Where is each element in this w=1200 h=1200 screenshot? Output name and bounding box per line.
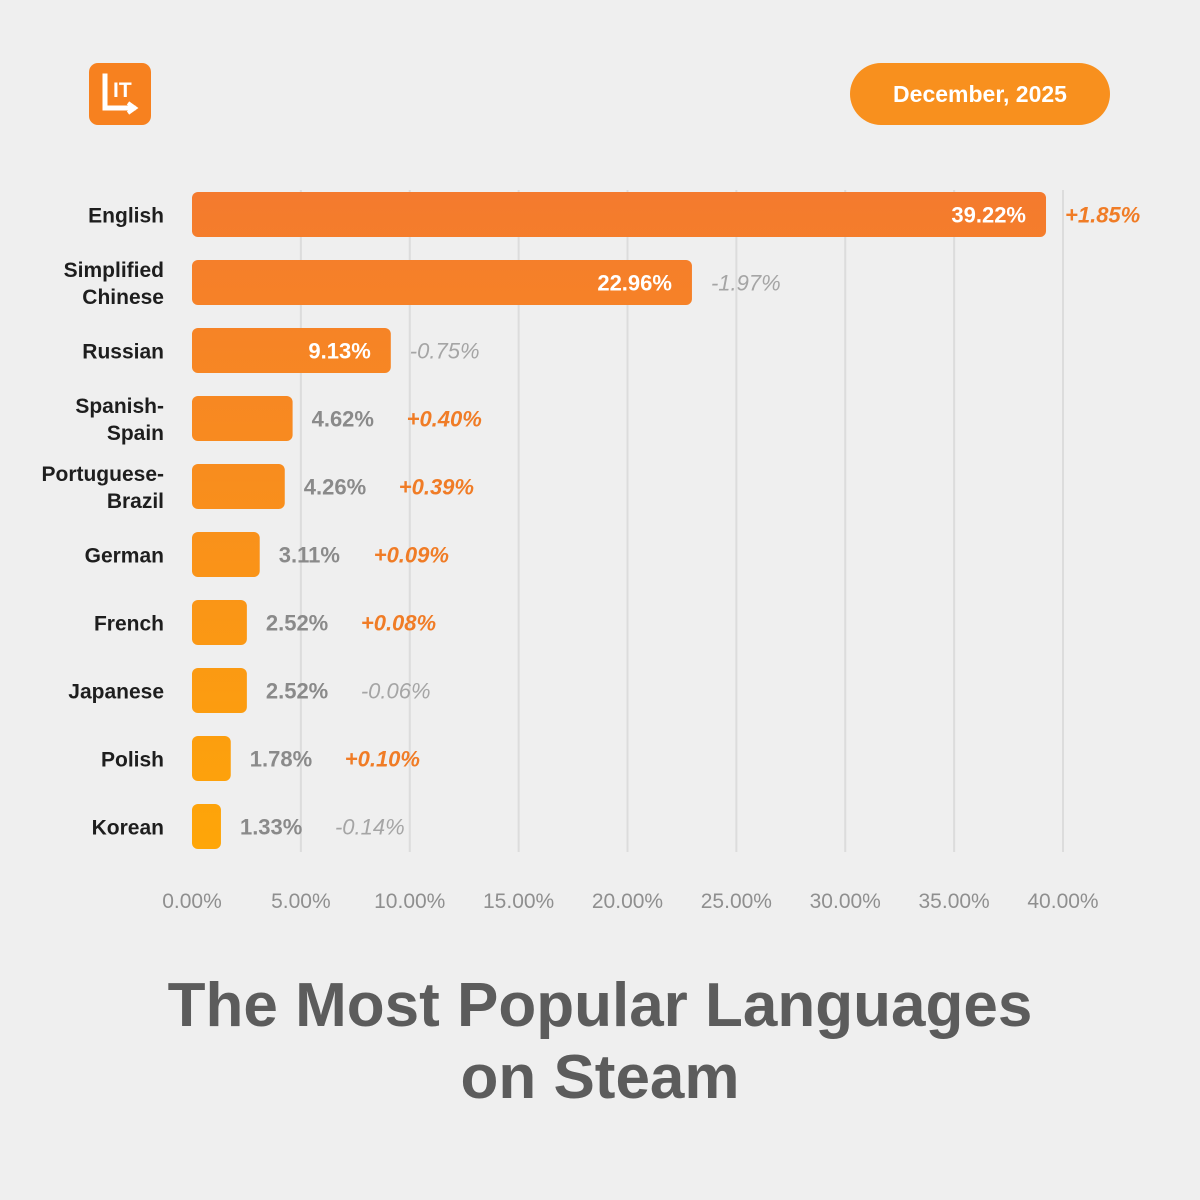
- category-label-line: English: [88, 205, 164, 228]
- category-label: French: [94, 613, 164, 636]
- date-label: December, 2025: [893, 80, 1067, 107]
- x-tick-label: 30.00%: [810, 890, 881, 913]
- bar: [192, 804, 221, 849]
- change-label-positive: +0.08%: [361, 611, 436, 636]
- category-label-line: Spain: [107, 422, 164, 445]
- logo-icon: IT: [102, 73, 139, 115]
- title-line-2: on Steam: [460, 1043, 740, 1112]
- change-label-negative: -0.06%: [361, 679, 431, 704]
- value-label: 1.78%: [250, 747, 312, 772]
- change-label-negative: -1.97%: [711, 271, 781, 296]
- x-tick-label: 15.00%: [483, 890, 554, 913]
- category-label-line: Portuguese-: [41, 463, 164, 486]
- category-label-line: Korean: [92, 817, 164, 840]
- brand-logo: IT: [89, 63, 151, 125]
- change-label-positive: +0.10%: [345, 747, 420, 772]
- change-label-positive: +0.09%: [374, 543, 449, 568]
- x-tick-label: 40.00%: [1027, 890, 1098, 913]
- bar: [192, 532, 260, 577]
- bar: [192, 192, 1047, 237]
- category-label: Simplified Chinese: [64, 259, 164, 309]
- value-label: 1.33%: [240, 815, 302, 840]
- value-label: 4.62%: [312, 407, 374, 432]
- change-label-positive: +0.39%: [399, 475, 474, 500]
- x-tick-label: 0.00%: [162, 890, 222, 913]
- value-label: 3.11%: [279, 543, 340, 568]
- bar: [192, 328, 391, 373]
- category-label-line: German: [85, 545, 164, 568]
- value-label: 9.13%: [308, 339, 370, 364]
- category-label: Spanish- Spain: [75, 395, 164, 445]
- category-label: German: [85, 545, 164, 568]
- category-label-line: Simplified: [64, 259, 164, 282]
- bar: [192, 260, 692, 305]
- category-label: Polish: [101, 749, 164, 772]
- category-label: English: [88, 205, 164, 228]
- bar-chart: 0.00% 5.00% 10.00% 15.00% 20.00% 25.00% 30.00%…: [41, 190, 1140, 913]
- logo-text: IT: [113, 79, 132, 102]
- category-label: Portuguese- Brazil: [41, 463, 164, 513]
- category-label-line: French: [94, 613, 164, 636]
- bar: [192, 736, 231, 781]
- category-label-line: Spanish-: [75, 395, 164, 418]
- change-label-negative: -0.75%: [410, 339, 480, 364]
- x-tick-label: 10.00%: [374, 890, 445, 913]
- chart-title: The Most Popular Languages on Steam: [0, 970, 1200, 1114]
- bar: [192, 668, 247, 713]
- date-badge: December, 2025: [850, 63, 1110, 125]
- value-label: 39.22%: [951, 203, 1026, 228]
- category-label-line: Brazil: [107, 490, 164, 513]
- x-tick-label: 25.00%: [701, 890, 772, 913]
- x-tick-label: 35.00%: [919, 890, 990, 913]
- category-label: Japanese: [68, 681, 164, 704]
- value-label: 22.96%: [597, 271, 672, 296]
- x-tick-label: 5.00%: [271, 890, 331, 913]
- change-label-negative: -0.14%: [335, 815, 405, 840]
- bar: [192, 600, 247, 645]
- category-label: Russian: [82, 341, 164, 364]
- category-label-line: Chinese: [82, 286, 164, 309]
- category-label: Korean: [92, 817, 164, 840]
- value-label: 2.52%: [266, 679, 328, 704]
- x-tick-label: 20.00%: [592, 890, 663, 913]
- change-label-positive: +0.40%: [407, 407, 482, 432]
- category-label-line: Russian: [82, 341, 164, 364]
- category-label-line: Polish: [101, 749, 164, 772]
- title-line-1: The Most Popular Languages: [167, 971, 1033, 1040]
- bar: [192, 464, 285, 509]
- value-label: 4.26%: [304, 475, 366, 500]
- category-label-line: Japanese: [68, 681, 164, 704]
- bar: [192, 396, 293, 441]
- change-label-positive: +1.85%: [1065, 203, 1140, 228]
- value-label: 2.52%: [266, 611, 328, 636]
